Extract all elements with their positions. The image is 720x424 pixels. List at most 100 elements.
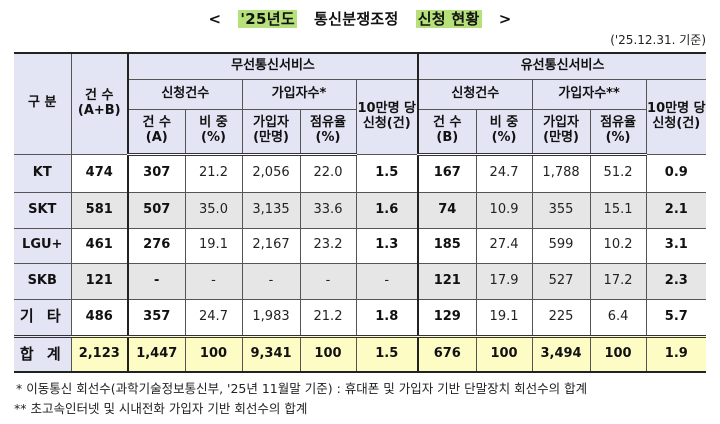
table-row: KT 474 307 21.2 2,056 22.0 1.5 167 24.7 …: [14, 153, 707, 193]
header-wireless-applications: 신청건수: [128, 78, 243, 110]
cell-wired-subs: 3,494: [531, 335, 591, 373]
cell-wireless-per-100k: 1.5: [355, 153, 420, 193]
cell-wired-per-100k: 3.1: [645, 227, 707, 264]
cell-wired-per-100k: 2.3: [645, 262, 707, 300]
cell-wired-count: 167: [417, 153, 477, 193]
cell-wired-share: 27.4: [475, 227, 533, 264]
cell-wired-share: 24.7: [475, 153, 533, 193]
cell-wireless-market: 23.2: [299, 227, 357, 264]
cell-wireless-subs: 1,983: [241, 298, 301, 338]
cell-wired-per-100k: 0.9: [645, 153, 707, 193]
title-prefix: <: [208, 10, 222, 28]
cell-wired-subs: 1,788: [531, 153, 591, 193]
row-label: SKB: [14, 262, 72, 300]
header-wireless-subscribers: 가입자수*: [241, 78, 357, 110]
cell-wired-subs: 527: [531, 262, 591, 300]
cell-wireless-per-100k: 1.8: [355, 298, 420, 338]
table-row-total: 합 계 2,123 1,447 100 9,341 100 1.5 676 10…: [14, 335, 707, 373]
title-highlight: 신청 현황: [415, 10, 482, 28]
cell-total: 474: [70, 153, 129, 193]
cell-wireless-share: 24.7: [184, 298, 243, 338]
header-wired-subs: 가입자 (만명): [531, 108, 591, 156]
header-wired-subscribers: 가입자수**: [531, 78, 647, 110]
cell-wired-market: 10.2: [589, 227, 647, 264]
cell-wired-per-100k: 2.1: [645, 191, 707, 229]
header-wireless-market: 점유율 (%): [299, 108, 357, 156]
header-category: 구 분: [14, 52, 72, 155]
cell-wireless-share: 35.0: [184, 191, 243, 229]
cell-wireless-subs: 2,056: [241, 153, 301, 193]
cell-wired-share: 17.9: [475, 262, 533, 300]
cell-total: 2,123: [70, 335, 129, 373]
title-middle: 통신분쟁조정: [314, 10, 399, 28]
cell-wireless-share: -: [184, 262, 243, 300]
table-row: 기 타 486 357 24.7 1,983 21.2 1.8 129 19.1…: [14, 298, 707, 338]
cell-wired-subs: 225: [531, 298, 591, 338]
cell-wired-market: 6.4: [589, 298, 647, 338]
header-wired-market: 점유율 (%): [589, 108, 647, 156]
cell-wired-share: 10.9: [475, 191, 533, 229]
table-row: LGU+ 461 276 19.1 2,167 23.2 1.3 185 27.…: [14, 227, 707, 264]
row-label: 기 타: [14, 298, 72, 338]
header-wireless-subs: 가입자 (만명): [241, 108, 301, 156]
cell-wired-per-100k: 5.7: [645, 298, 707, 338]
cell-wireless-count: 1,447: [127, 335, 186, 373]
dispute-stats-table: 구 분 건 수 (A+B) 무선통신서비스 유선통신서비스 신청건수 가입자수*…: [14, 52, 707, 373]
table-row: SKT 581 507 35.0 3,135 33.6 1.6 74 10.9 …: [14, 191, 707, 229]
header-wired-applications: 신청건수: [417, 78, 533, 110]
cell-wired-count: 185: [417, 227, 477, 264]
row-label: SKT: [14, 191, 72, 229]
cell-wireless-share: 100: [184, 335, 243, 373]
cell-wireless-count: 507: [127, 191, 186, 229]
cell-wired-market: 51.2: [589, 153, 647, 193]
cell-wireless-count: 307: [127, 153, 186, 193]
cell-wireless-share: 19.1: [184, 227, 243, 264]
row-label: LGU+: [14, 227, 72, 264]
header-wireless-share: 비 중 (%): [184, 108, 243, 156]
cell-wireless-market: -: [299, 262, 357, 300]
cell-wired-subs: 355: [531, 191, 591, 229]
header-total-count: 건 수 (A+B): [70, 52, 129, 155]
row-label: KT: [14, 153, 72, 193]
cell-wireless-subs: 9,341: [241, 335, 301, 373]
cell-wireless-per-100k: 1.6: [355, 191, 420, 229]
cell-wireless-market: 33.6: [299, 191, 357, 229]
table-row: SKB 121 - - - - - 121 17.9 527 17.2 2.3: [14, 262, 707, 300]
header-wired-per-100k: 10만명 당 신청(건): [645, 78, 707, 155]
footnote-wired: ** 초고속인터넷 및 시내전화 가입자 기반 회선수의 합계: [14, 401, 308, 416]
cell-wireless-count: 276: [127, 227, 186, 264]
cell-wireless-share: 21.2: [184, 153, 243, 193]
cell-total: 486: [70, 298, 129, 338]
header-wireless-per-100k: 10만명 당 신청(건): [355, 78, 420, 155]
as-of-date: ('25.12.31. 기준): [610, 33, 706, 47]
header-row-3: 건 수 (A) 비 중 (%) 가입자 (만명) 점유율 (%) 건 수 (B) 비 중(…: [14, 108, 706, 156]
title-suffix: >: [498, 10, 512, 28]
cell-wireless-subs: -: [241, 262, 301, 300]
cell-wired-count: 121: [417, 262, 477, 300]
header-count-a: 건 수 (A): [128, 108, 186, 156]
cell-wired-share: 100: [475, 335, 533, 373]
cell-wireless-subs: 2,167: [241, 227, 301, 264]
cell-wired-count: 129: [417, 298, 477, 338]
cell-wired-per-100k: 1.9: [645, 335, 707, 373]
cell-total: 121: [70, 262, 129, 300]
cell-wired-market: 100: [589, 335, 647, 373]
cell-wireless-subs: 3,135: [241, 191, 301, 229]
cell-wired-subs: 599: [531, 227, 591, 264]
header-wireless: 무선통신서비스: [127, 52, 420, 80]
cell-wireless-per-100k: 1.5: [355, 335, 420, 373]
header-wired-share: 비 중 (%): [475, 108, 533, 156]
cell-wireless-count: 357: [127, 298, 186, 338]
cell-wired-count: 676: [417, 335, 477, 373]
cell-total: 581: [70, 191, 129, 229]
cell-wireless-count: -: [127, 262, 186, 300]
cell-wired-count: 74: [417, 191, 477, 229]
row-label: 합 계: [14, 335, 72, 373]
cell-total: 461: [70, 227, 129, 264]
title-year: '25년도: [238, 10, 297, 28]
cell-wired-market: 17.2: [589, 262, 647, 300]
cell-wireless-per-100k: 1.3: [355, 227, 420, 264]
cell-wireless-market: 21.2: [299, 298, 357, 338]
cell-wireless-market: 22.0: [299, 153, 357, 193]
cell-wired-market: 15.1: [589, 191, 647, 229]
